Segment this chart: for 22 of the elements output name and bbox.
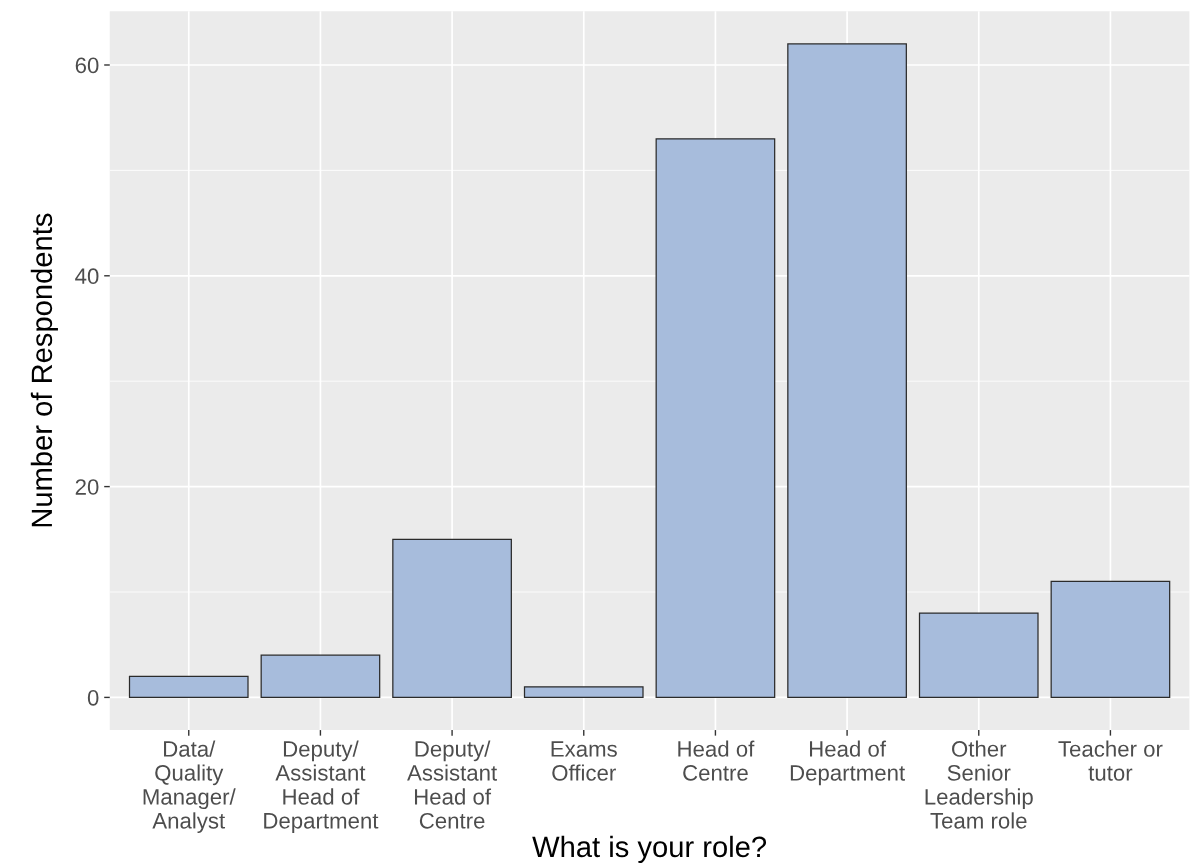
bar (655, 138, 776, 699)
bar (260, 654, 381, 699)
bar (918, 612, 1039, 699)
y-tick-label: 20 (75, 479, 99, 495)
bar (787, 43, 907, 699)
x-axis-title: What is your role? (532, 835, 767, 863)
x-tick-label: Head of Centre (678, 740, 755, 781)
y-axis-title: Number of Respondents (30, 213, 58, 527)
bar (1050, 580, 1171, 699)
y-tick-label: 40 (75, 268, 99, 285)
x-tick-label: Data/ Quality Manager/ Analyst (143, 740, 236, 834)
x-tick-label: Other Senior Leadership Team role (925, 740, 1033, 829)
bar (392, 538, 512, 699)
x-tick-label: Exams Officer (551, 741, 617, 781)
y-tick-label: 0 (87, 689, 99, 706)
x-tick-label: Deputy/ Assistant Head of Centre (407, 740, 498, 829)
x-tick-label: Deputy/ Assistant Head of Department (264, 740, 379, 834)
bar (128, 675, 249, 699)
x-tick-label: Head of Department (790, 740, 905, 786)
x-tick-label: Teacher or tutor (1058, 740, 1163, 781)
y-tick-label: 60 (75, 57, 99, 74)
bar (523, 686, 644, 699)
